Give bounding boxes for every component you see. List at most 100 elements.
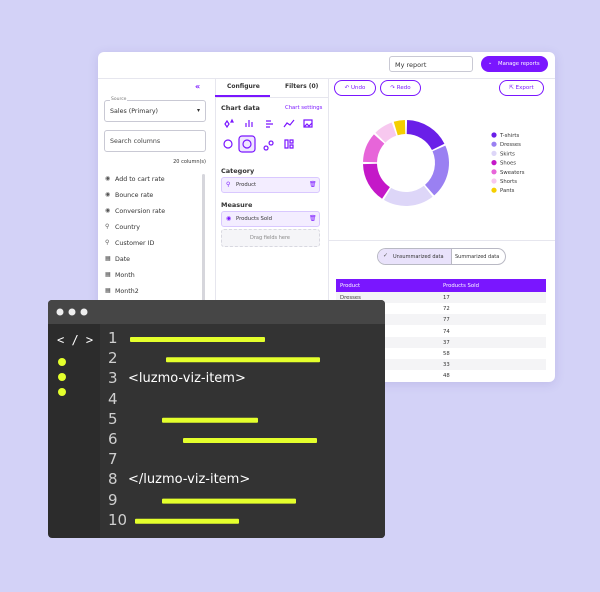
column-header[interactable]: Products Sold (443, 282, 479, 289)
legend-swatch (491, 160, 497, 166)
column-item[interactable]: Country (115, 224, 141, 231)
line-number: 7 (108, 450, 118, 469)
legend-label[interactable]: Sweaters (500, 170, 525, 176)
measure-slot[interactable]: ◉ Products Sold 🗑 (221, 211, 320, 227)
delete-icon[interactable]: 🗑 (309, 181, 317, 188)
column-header[interactable]: Product (340, 282, 361, 289)
donut-segment[interactable] (363, 163, 390, 199)
tab-underline (215, 95, 270, 97)
cell: 17 (443, 295, 450, 301)
donut-segment[interactable] (383, 185, 433, 206)
chart-settings-link[interactable]: Chart settings (285, 105, 323, 111)
column-item[interactable]: Add to cart rate (115, 176, 165, 183)
cell: 37 (443, 339, 450, 346)
legend-label[interactable]: T-shirts (499, 133, 520, 139)
icon-map[interactable] (223, 139, 233, 149)
table-row: 74 (336, 325, 546, 337)
redo-icon: ↷ (390, 85, 397, 91)
icon-scatter[interactable] (263, 140, 274, 151)
table-row: 33 (336, 359, 546, 371)
icon-selected-bg[interactable] (238, 135, 256, 153)
legend-swatch (491, 150, 497, 156)
dropdown-icon: ▾ (197, 107, 201, 114)
column-item[interactable]: Bounce rate (115, 192, 154, 199)
column-item[interactable]: Month (115, 272, 135, 279)
legend-label[interactable]: Shorts (500, 179, 517, 185)
donut-segment[interactable] (393, 120, 406, 136)
divider (98, 78, 555, 79)
legend-label[interactable]: Skirts (500, 151, 515, 157)
manage-reports-button[interactable]: ⌄ Manage reports (481, 56, 548, 72)
column-icon: ◉ (105, 207, 111, 214)
undo-button[interactable]: ↶ Undo (334, 80, 376, 96)
delete-icon[interactable]: 🗑 (309, 215, 317, 222)
tag-icon: < / > (57, 333, 94, 347)
column-item[interactable]: Date (115, 256, 131, 263)
table-header: Product Products Sold (336, 279, 546, 292)
table-row: 37 (336, 336, 546, 348)
icon-area[interactable] (303, 119, 313, 128)
category-slot[interactable]: ⚲ Product 🗑 (221, 177, 320, 193)
donut-segment[interactable] (375, 122, 397, 143)
icon-table[interactable] (284, 139, 294, 149)
collapse-icon[interactable]: « (195, 82, 201, 91)
column-icon: ▦ (105, 271, 111, 278)
cell: 33 (443, 362, 450, 369)
legend-label[interactable]: Shoes (500, 161, 516, 167)
source-select[interactable]: Source Sales (Primary) ▾ (104, 97, 206, 122)
window-dot (80, 308, 88, 316)
code-placeholder-bar (183, 438, 317, 443)
donut-chart: T-shirts Dresses Skirts Shoes Sweaters Shorts… (363, 120, 525, 206)
line-number: 5 (108, 409, 118, 428)
report-name: My report (395, 61, 427, 69)
code-placeholder-bar (130, 337, 265, 342)
tab[interactable]: Filters (0) (285, 83, 319, 90)
toggle-label[interactable]: Summarized data (455, 253, 500, 260)
column-item[interactable]: Month2 (115, 288, 139, 295)
scrollbar[interactable] (202, 174, 205, 382)
section-title: Chart data (221, 104, 260, 112)
cell: 48 (443, 373, 450, 380)
donut-segment[interactable] (425, 145, 449, 196)
slot-value: Products Sold (236, 216, 272, 222)
donut-segment[interactable] (406, 120, 445, 151)
icon-ai[interactable] (224, 118, 234, 129)
column-icon: ◉ (105, 175, 111, 182)
slot-value: Product (236, 182, 257, 188)
donut-segment[interactable] (363, 134, 385, 163)
line-number: 9 (108, 490, 118, 509)
code-placeholder-bar (166, 357, 320, 363)
search-input[interactable]: Search columns (104, 130, 206, 152)
cell: 74 (443, 328, 450, 335)
chevron-icon: ⌄ (488, 60, 493, 66)
data-toggle: ✓ Unsummarized data Summarized data (377, 248, 506, 265)
report-name-input[interactable]: My report (389, 56, 473, 72)
divider (329, 240, 555, 241)
redo-button[interactable]: ↷ Redo (380, 80, 421, 96)
column-count: 20 column(s) (173, 159, 206, 165)
icon-hbar[interactable] (266, 120, 273, 128)
code-placeholder-bar (135, 518, 239, 524)
section-title: Category (221, 167, 255, 175)
line-number: 4 (108, 389, 118, 408)
button-label: Undo (350, 85, 366, 91)
column-item[interactable]: Customer ID (115, 240, 155, 247)
icon-bar[interactable] (245, 120, 253, 127)
tab[interactable]: Configure (227, 83, 260, 90)
legend-swatch (491, 169, 497, 175)
legend-label[interactable]: Pants (500, 188, 515, 194)
code-placeholder-bar (162, 498, 296, 504)
column-item[interactable]: Conversion rate (115, 208, 166, 215)
column-icon: ▦ (105, 255, 111, 262)
code-text: <luzmo-viz-item> (128, 371, 246, 387)
export-button[interactable]: ⇱ Export (499, 80, 544, 96)
icon-donut (242, 139, 252, 149)
toggle-active[interactable]: ✓ Unsummarized data (378, 249, 452, 264)
legend-swatch (491, 132, 497, 138)
drop-zone[interactable]: Drag fields here (221, 229, 320, 247)
icon-line[interactable] (283, 119, 295, 128)
code-placeholder-bar (162, 417, 258, 423)
legend-label[interactable]: Dresses (500, 142, 521, 148)
source-label: Source (110, 97, 128, 102)
line-number: 3 (108, 369, 118, 388)
